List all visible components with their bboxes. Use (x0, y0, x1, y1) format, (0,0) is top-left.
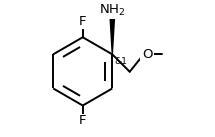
Text: F: F (79, 114, 86, 127)
Text: &1: &1 (115, 57, 127, 66)
Text: NH$_2$: NH$_2$ (99, 3, 126, 18)
Polygon shape (110, 18, 114, 54)
Text: F: F (79, 15, 86, 28)
Text: O: O (142, 48, 152, 61)
